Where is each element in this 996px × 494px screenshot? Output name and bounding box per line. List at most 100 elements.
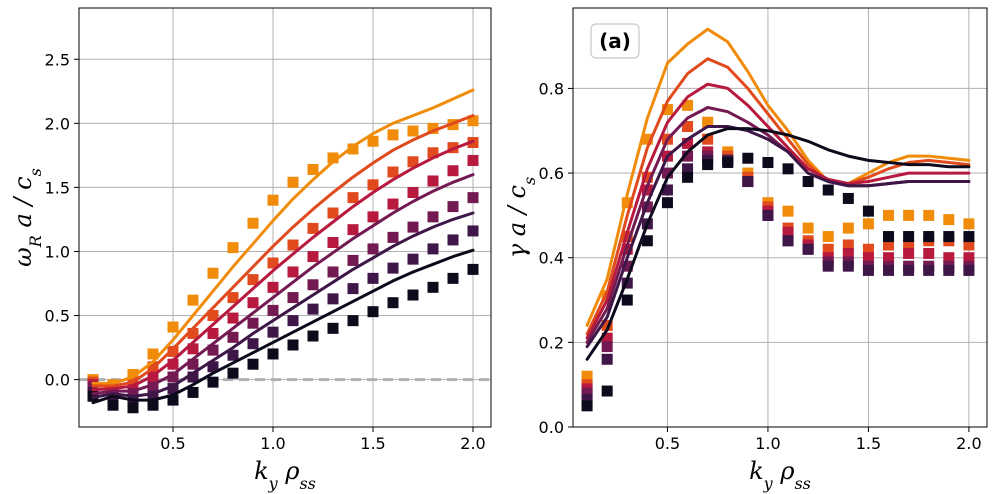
data-marker	[347, 315, 359, 327]
data-marker	[621, 277, 633, 289]
series-line-s1	[585, 127, 971, 361]
data-marker	[802, 176, 814, 188]
data-marker	[387, 297, 399, 309]
data-marker	[187, 358, 199, 370]
data-marker	[782, 205, 794, 217]
data-marker	[822, 243, 834, 255]
left-panel: 0.5 1.0 1.5 2.0 0.0 0.5 1.0 1.5 2.0 2.5 ky ρss ωR a…	[9, 7, 492, 493]
data-marker	[167, 394, 179, 406]
data-marker	[247, 338, 259, 350]
data-marker	[601, 319, 613, 331]
data-marker	[601, 332, 613, 344]
data-marker	[247, 317, 259, 329]
data-marker	[267, 194, 279, 206]
annotation-text: (a)	[599, 29, 631, 53]
axes-frame	[78, 7, 492, 428]
data-marker	[467, 263, 479, 275]
data-marker	[187, 371, 199, 383]
data-marker	[822, 184, 834, 196]
data-marker	[943, 214, 955, 226]
data-marker	[307, 279, 319, 291]
data-marker	[963, 252, 975, 264]
data-marker	[207, 361, 219, 373]
data-marker	[581, 387, 593, 399]
y-tick-label: 0.8	[539, 79, 564, 98]
y-tick-label: 0.6	[539, 164, 564, 183]
data-marker	[943, 264, 955, 276]
series-line-s3	[91, 173, 475, 396]
marker-series-s4	[87, 154, 479, 397]
data-marker	[661, 197, 673, 209]
x-tick-label: 1.5	[360, 434, 385, 453]
data-marker	[167, 371, 179, 383]
data-marker	[661, 167, 673, 179]
series-line-s4	[91, 139, 475, 392]
data-marker	[207, 376, 219, 388]
data-marker	[287, 315, 299, 327]
x-tick-label: 0.5	[160, 434, 185, 453]
data-marker	[327, 322, 339, 334]
data-marker	[207, 267, 219, 279]
data-marker	[287, 292, 299, 304]
data-marker	[682, 121, 694, 133]
data-marker	[842, 247, 854, 259]
data-marker	[862, 243, 874, 255]
data-marker	[327, 293, 339, 305]
y-tick-label: 2.0	[45, 114, 70, 133]
data-marker	[963, 218, 975, 230]
data-marker	[802, 243, 814, 255]
data-marker	[581, 393, 593, 405]
data-marker	[347, 254, 359, 266]
marker-series-s3	[87, 192, 479, 401]
y-tick-label: 0.0	[45, 371, 70, 390]
data-marker	[682, 163, 694, 175]
series-line-s2	[91, 211, 475, 399]
tick-labels: 0.5 1.0 1.5 2.0 0.0 0.5 1.0 1.5 2.0 2.5	[45, 50, 486, 453]
data-marker	[641, 171, 653, 183]
data-marker	[327, 266, 339, 278]
data-marker	[387, 198, 399, 210]
data-marker	[147, 381, 159, 393]
data-marker	[702, 159, 714, 171]
data-marker	[903, 264, 915, 276]
data-marker	[621, 197, 633, 209]
data-marker	[782, 226, 794, 238]
data-marker	[883, 231, 895, 243]
data-marker	[327, 152, 339, 164]
data-marker	[147, 348, 159, 360]
data-marker	[127, 388, 139, 400]
data-marker	[903, 239, 915, 251]
y-tick-label: 0.4	[539, 249, 564, 268]
y-tick-label: 0.0	[539, 418, 564, 437]
data-marker	[287, 266, 299, 278]
data-marker	[923, 231, 935, 243]
data-marker	[127, 402, 139, 414]
series-line-s5	[91, 114, 475, 388]
data-marker	[267, 348, 279, 360]
data-marker	[287, 239, 299, 251]
panel-annotation: (a)	[590, 23, 640, 59]
data-marker	[167, 345, 179, 357]
data-marker	[722, 156, 734, 168]
data-marker	[883, 252, 895, 264]
data-marker	[227, 349, 239, 361]
data-marker	[287, 339, 299, 351]
data-marker	[307, 251, 319, 263]
data-marker	[903, 231, 915, 243]
data-marker	[407, 253, 419, 265]
data-marker	[187, 386, 199, 398]
data-marker	[963, 231, 975, 243]
data-marker	[943, 252, 955, 264]
data-marker	[307, 163, 319, 175]
data-marker	[601, 385, 613, 397]
data-marker	[621, 294, 633, 306]
marker-series-s6	[87, 115, 479, 391]
data-marker	[407, 187, 419, 199]
data-marker	[227, 242, 239, 254]
x-tick-label: 2.0	[956, 434, 981, 453]
data-marker	[862, 218, 874, 230]
data-marker	[903, 209, 915, 221]
data-marker	[167, 321, 179, 333]
data-marker	[447, 201, 459, 213]
